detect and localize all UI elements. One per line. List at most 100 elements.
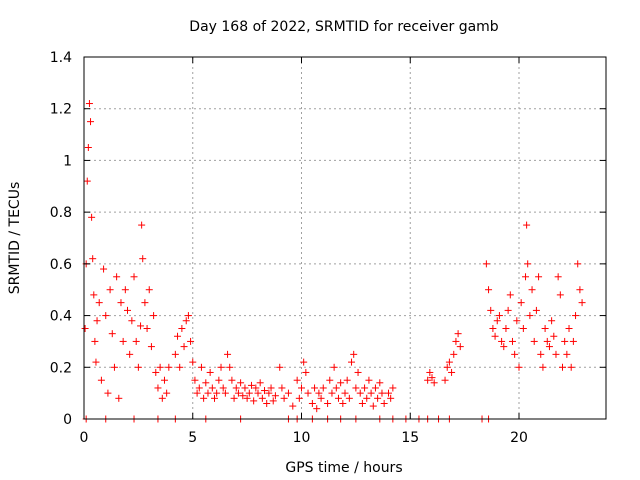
data-point: [88, 213, 96, 221]
data-point: [152, 368, 160, 376]
data-point: [491, 332, 499, 340]
data-point: [502, 325, 510, 332]
data-point: [195, 384, 203, 392]
data-point: [380, 399, 388, 407]
data-point: [269, 397, 277, 405]
data-point: [315, 389, 323, 397]
data-point: [506, 291, 514, 299]
y-tick-label: 0: [63, 412, 72, 428]
data-point: [428, 374, 436, 382]
data-point: [426, 368, 434, 376]
data-point: [369, 402, 377, 410]
y-tick-label: 0.6: [50, 257, 72, 273]
data-point: [495, 312, 503, 320]
data-point: [113, 273, 121, 281]
data-point: [110, 363, 118, 371]
data-point: [197, 363, 205, 371]
y-tick-label: 1: [63, 153, 72, 169]
data-point: [121, 286, 129, 294]
x-tick-label: 15: [401, 430, 419, 446]
data-point: [243, 394, 251, 402]
data-point: [298, 384, 305, 392]
data-point: [130, 273, 138, 281]
x-tick-label: 10: [293, 430, 311, 446]
data-point: [308, 399, 316, 407]
data-point: [563, 350, 571, 358]
data-point: [124, 306, 131, 314]
data-point: [567, 363, 575, 371]
data-point: [147, 343, 155, 351]
data-point: [535, 273, 543, 281]
data-point: [350, 350, 358, 358]
data-point: [489, 325, 497, 332]
data-point: [348, 358, 356, 366]
data-point: [150, 312, 158, 320]
data-point: [554, 273, 562, 281]
data-point: [217, 363, 225, 371]
data-point: [441, 376, 449, 384]
data-point: [485, 286, 493, 294]
data-point: [389, 384, 397, 392]
data-point: [487, 306, 495, 314]
data-point: [271, 392, 279, 400]
data-point: [358, 399, 366, 407]
x-tick-label: 0: [80, 430, 89, 446]
y-tick-label: 0.8: [50, 205, 72, 221]
data-point: [337, 379, 345, 387]
data-point: [341, 389, 349, 397]
data-point: [578, 299, 586, 307]
data-point: [84, 144, 92, 151]
data-point: [354, 368, 362, 376]
data-point: [247, 381, 255, 389]
data-point: [139, 255, 147, 263]
data-point: [498, 337, 506, 345]
data-point: [363, 394, 371, 402]
data-point: [158, 394, 166, 402]
data-point: [541, 325, 549, 332]
data-point: [95, 299, 103, 307]
data-point: [267, 384, 275, 392]
data-point: [202, 379, 210, 387]
data-point: [456, 343, 464, 351]
data-point: [326, 376, 334, 384]
data-point: [245, 389, 253, 397]
data-point: [174, 332, 182, 340]
data-point: [263, 399, 271, 407]
data-point: [374, 394, 382, 402]
data-point: [448, 368, 456, 376]
data-point: [239, 392, 247, 400]
data-point: [367, 389, 375, 397]
data-point: [184, 312, 192, 320]
data-point: [100, 265, 108, 273]
data-point: [550, 332, 558, 340]
data-point: [387, 394, 395, 402]
data-point: [300, 358, 308, 366]
data-point: [313, 405, 321, 413]
data-point: [302, 368, 310, 376]
data-point: [574, 260, 582, 268]
data-point: [539, 363, 547, 371]
data-point: [191, 376, 199, 384]
data-point: [208, 384, 216, 392]
data-point: [513, 317, 521, 325]
data-point: [334, 394, 342, 402]
data-point: [572, 312, 580, 320]
data-point: [90, 291, 98, 299]
data-point: [213, 389, 221, 397]
data-point: [250, 397, 258, 405]
x-tick-label: 5: [188, 430, 197, 446]
data-point: [430, 379, 438, 387]
data-point: [221, 389, 229, 397]
y-axis-label: SRMTID / TECUs: [7, 182, 23, 295]
data-point: [91, 337, 99, 345]
data-point: [345, 394, 353, 402]
data-point: [171, 350, 179, 358]
data-point: [204, 389, 212, 397]
data-point: [278, 384, 286, 392]
data-point: [261, 387, 269, 395]
data-point: [156, 363, 164, 371]
data-point: [241, 384, 249, 392]
data-point: [145, 286, 153, 294]
data-point: [523, 221, 531, 229]
data-point: [385, 389, 392, 397]
